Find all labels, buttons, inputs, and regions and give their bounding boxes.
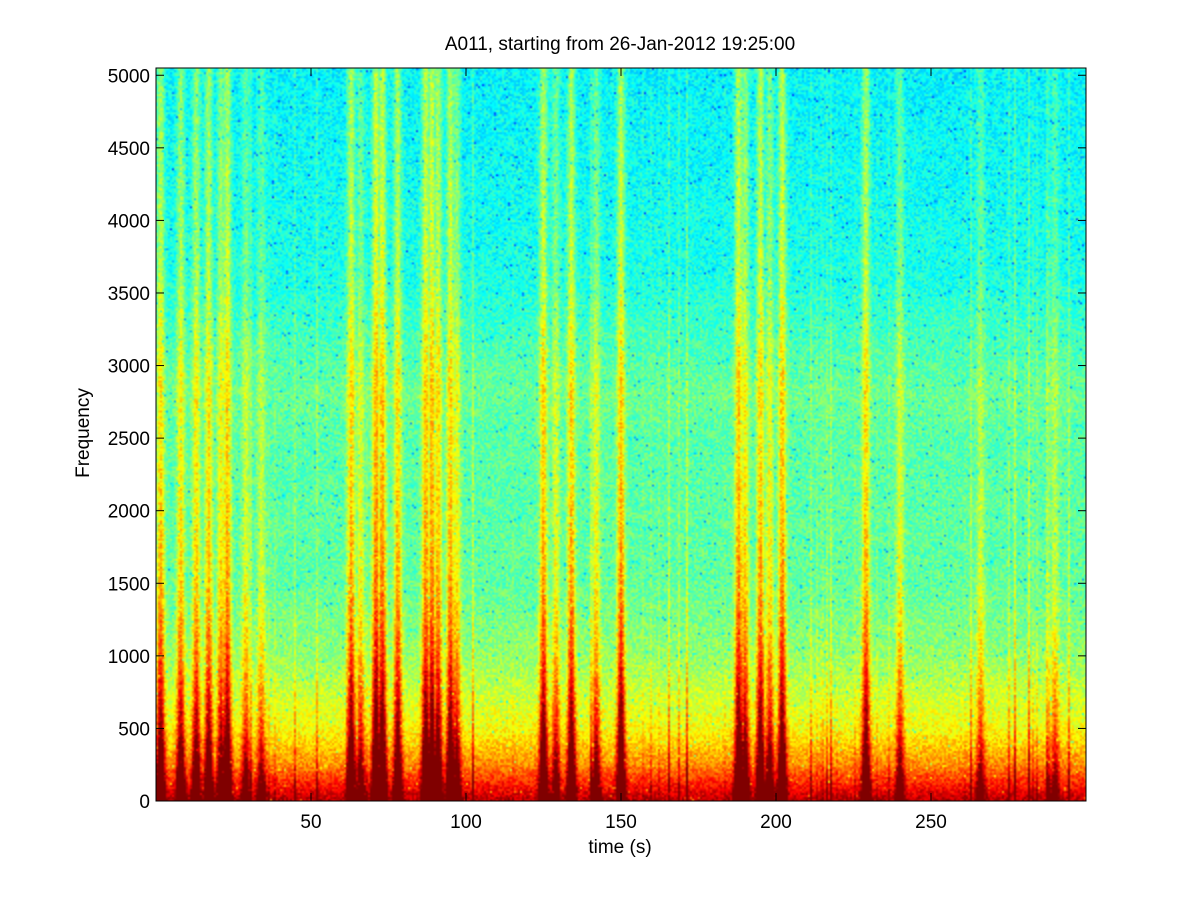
x-tick-label: 100 [450, 812, 482, 833]
y-tick-label: 1500 [108, 574, 150, 595]
y-tick-label: 2500 [108, 429, 150, 450]
y-tick-label: 2000 [108, 502, 150, 523]
spectrogram-heatmap [156, 68, 1086, 801]
x-tick-label: 250 [915, 812, 947, 833]
y-tick-label: 500 [118, 719, 150, 740]
x-axis-label: time (s) [588, 837, 651, 858]
x-tick-label: 200 [760, 812, 792, 833]
y-tick-label: 3500 [108, 284, 150, 305]
y-axis-label: Frequency [73, 388, 94, 478]
y-tick-label: 4500 [108, 139, 150, 160]
chart-title: A011, starting from 26-Jan-2012 19:25:00 [445, 34, 795, 55]
x-tick-label: 150 [605, 812, 637, 833]
y-tick-label: 1000 [108, 647, 150, 668]
x-axis-ticks: 50 100 150 200 250 [300, 68, 947, 833]
x-tick-label: 50 [300, 812, 321, 833]
y-tick-label: 4000 [108, 211, 150, 232]
y-tick-label: 0 [139, 792, 150, 813]
y-axis-ticks: 0 500 1000 1500 2000 2500 3000 3500 4000 4500 5000 [108, 66, 1086, 813]
y-tick-label: 5000 [108, 66, 150, 87]
plot-area [155, 67, 1087, 802]
y-tick-label: 3000 [108, 357, 150, 378]
